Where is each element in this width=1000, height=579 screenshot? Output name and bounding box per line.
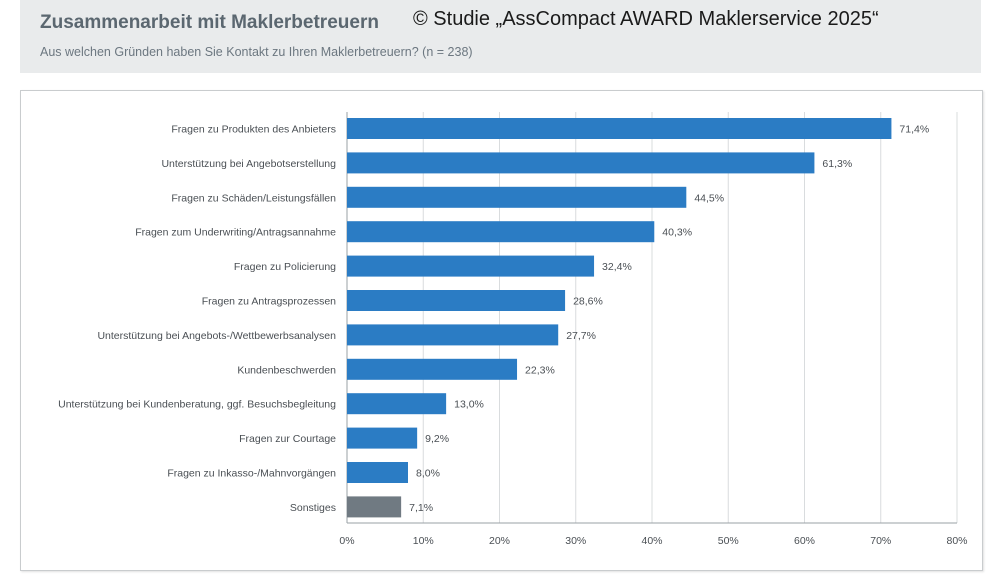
bar (347, 427, 418, 449)
category-label: Fragen zum Underwriting/Antragsannahme (135, 227, 336, 239)
x-tick-label: 70% (870, 535, 891, 547)
category-label: Fragen zu Produkten des Anbieters (171, 124, 336, 136)
value-label: 8,0% (416, 468, 440, 480)
bar (347, 186, 687, 208)
x-tick-label: 20% (489, 535, 510, 547)
category-label: Unterstützung bei Angebotserstellung (161, 158, 336, 170)
bar (347, 221, 655, 243)
copyright-notice: © Studie „AssCompact AWARD Maklerservice… (413, 8, 879, 30)
header-band (20, 0, 981, 73)
category-label: Fragen zur Courtage (239, 433, 336, 445)
x-tick-label: 80% (946, 535, 967, 547)
value-label: 27,7% (566, 330, 596, 342)
value-label: 40,3% (662, 227, 692, 239)
bar (347, 358, 518, 380)
x-tick-label: 50% (718, 535, 739, 547)
chart-subtitle: Aus welchen Gründen haben Sie Kontakt zu… (40, 45, 473, 59)
value-label: 71,4% (899, 124, 929, 136)
x-tick-label: 40% (641, 535, 662, 547)
value-label: 44,5% (694, 192, 724, 204)
value-label: 61,3% (822, 158, 852, 170)
value-label: 13,0% (454, 399, 484, 411)
category-label: Kundenbeschwerden (237, 364, 336, 376)
category-label: Fragen zu Policierung (234, 261, 336, 273)
value-label: 9,2% (425, 433, 449, 445)
x-tick-label: 30% (565, 535, 586, 547)
bar (347, 152, 815, 174)
bar (347, 324, 559, 346)
x-tick-label: 10% (413, 535, 434, 547)
x-tick-label: 60% (794, 535, 815, 547)
bar (347, 255, 595, 277)
bar (347, 393, 447, 415)
value-label: 22,3% (525, 364, 555, 376)
x-tick-label: 0% (339, 535, 354, 547)
value-label: 7,1% (409, 502, 433, 514)
bar (347, 462, 408, 483)
bar (347, 118, 892, 139)
chart-title: Zusammenarbeit mit Maklerbetreuern (40, 12, 379, 33)
category-label: Fragen zu Schäden/Leistungsfällen (171, 192, 336, 204)
value-label: 32,4% (602, 261, 632, 273)
value-label: 28,6% (573, 296, 603, 308)
bar (347, 496, 402, 518)
category-label: Sonstiges (290, 502, 336, 514)
bar (347, 290, 566, 311)
category-label: Unterstützung bei Angebots-/Wettbewerbsa… (97, 330, 336, 342)
category-label: Unterstützung bei Kundenberatung, ggf. B… (58, 399, 336, 411)
category-label: Fragen zu Antragsprozessen (202, 296, 336, 308)
category-label: Fragen zu Inkasso-/Mahnvorgängen (167, 468, 336, 480)
